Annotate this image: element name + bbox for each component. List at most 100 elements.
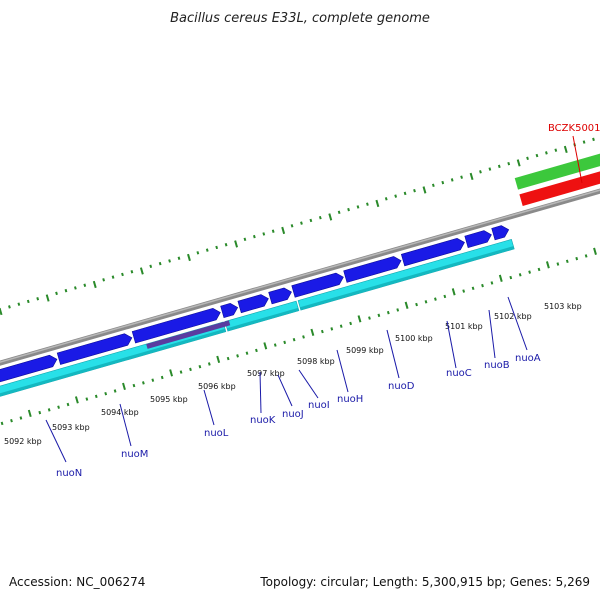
gene-label-nuoC[interactable]: nuoC — [446, 368, 472, 379]
major-tick — [139, 267, 144, 275]
minor-tick — [366, 202, 369, 206]
minor-tick — [151, 378, 155, 382]
minor-tick — [224, 243, 228, 247]
minor-tick — [592, 137, 595, 142]
gene-label-nuoH[interactable]: nuoH — [337, 394, 363, 405]
minor-tick — [66, 402, 70, 407]
major-tick — [187, 253, 191, 262]
minor-tick — [83, 283, 87, 287]
major-tick — [545, 261, 550, 269]
gene-label-nuoB[interactable]: nuoB — [484, 360, 510, 371]
minor-tick — [556, 262, 560, 266]
gene-label-nuoJ[interactable]: nuoJ — [282, 409, 304, 420]
major-tick — [328, 213, 333, 221]
minor-tick — [130, 270, 134, 274]
minor-tick — [271, 229, 275, 233]
red-feature — [519, 161, 600, 206]
major-tick — [310, 328, 315, 336]
gene-label-nuoI[interactable]: nuoI — [308, 400, 330, 411]
minor-tick — [149, 264, 153, 269]
scale-labels: 5092 kbp 5093 kbp 5094 kbp 5095 kbp 5096… — [4, 302, 582, 446]
minor-tick — [236, 354, 239, 358]
gene-arrow — [464, 230, 492, 249]
minor-tick — [121, 272, 124, 277]
major-tick — [45, 294, 50, 302]
minor-tick — [243, 237, 247, 242]
leader-BCZK5001 — [572, 135, 583, 184]
minor-tick — [19, 416, 23, 420]
gene-arrow — [220, 303, 239, 319]
gene-arrow — [56, 333, 133, 365]
minor-tick — [160, 375, 164, 380]
cds-band-shadow — [226, 307, 299, 332]
gene-label-nuoN[interactable]: nuoN — [56, 468, 82, 479]
minor-tick — [537, 267, 541, 272]
minor-tick — [36, 297, 40, 301]
leader-nuoC — [446, 320, 457, 369]
major-tick — [0, 307, 3, 316]
minor-tick — [85, 397, 89, 401]
gene-label-nuoD[interactable]: nuoD — [388, 381, 415, 392]
minor-tick — [111, 275, 115, 279]
minor-tick — [205, 248, 209, 252]
minor-tick — [55, 291, 58, 296]
major-tick — [357, 315, 362, 323]
minor-tick — [189, 367, 192, 372]
minor-tick — [179, 370, 183, 374]
major-tick — [516, 159, 521, 167]
genome-backbone — [0, 177, 600, 381]
minor-tick — [488, 167, 492, 171]
minor-tick — [337, 210, 341, 215]
gene-label-nuoL[interactable]: nuoL — [204, 428, 229, 439]
gene-label-nuoA[interactable]: nuoA — [515, 353, 541, 364]
minor-tick — [38, 410, 42, 415]
scale-label: 5101 kbp — [445, 322, 483, 331]
gene-label-BCZK5001[interactable]: BCZK5001 — [548, 123, 600, 134]
minor-tick — [431, 183, 435, 188]
minor-tick — [582, 140, 586, 144]
minor-tick — [507, 161, 511, 166]
minor-tick — [57, 405, 60, 409]
minor-tick — [490, 281, 494, 285]
gene-label-nuoM[interactable]: nuoM — [121, 449, 148, 460]
minor-tick — [226, 356, 230, 361]
minor-tick — [177, 256, 181, 260]
scale-label: 5100 kbp — [395, 334, 433, 343]
cds-band-shadow — [0, 328, 226, 404]
minor-tick — [262, 232, 266, 236]
minor-tick — [526, 156, 529, 161]
minor-tick — [584, 254, 588, 258]
leader-nuoM — [119, 403, 132, 447]
minor-tick — [113, 389, 117, 393]
minor-tick — [26, 299, 30, 304]
scale-label: 5102 kbp — [494, 312, 532, 321]
major-tick — [263, 342, 268, 350]
minor-tick — [255, 348, 258, 353]
gene-arrow — [343, 256, 402, 283]
leader-nuoN — [45, 419, 67, 463]
major-tick — [122, 382, 126, 391]
cds-highlight — [146, 320, 231, 349]
major-tick — [169, 369, 174, 377]
gene-arrow — [237, 294, 269, 314]
genome-band — [0, 137, 600, 426]
scale-label: 5095 kbp — [150, 395, 188, 404]
gene-arrow — [291, 272, 344, 298]
gene-arrow — [131, 308, 221, 344]
major-tick — [281, 226, 286, 235]
minor-tick — [318, 215, 322, 220]
minor-tick — [292, 337, 296, 342]
leader-nuoL — [203, 389, 215, 426]
gene-leader-lines — [45, 135, 583, 463]
minor-tick — [565, 259, 569, 264]
minor-tick — [424, 300, 428, 304]
minor-tick — [575, 256, 579, 261]
minor-tick — [460, 175, 463, 179]
gene-label-nuoK[interactable]: nuoK — [250, 415, 276, 426]
major-tick — [404, 301, 409, 309]
green-feature — [514, 145, 600, 190]
minor-tick — [94, 394, 98, 399]
minor-tick — [102, 278, 106, 282]
minor-tick — [535, 153, 539, 158]
accession-text: Accession: NC_006274 — [9, 575, 145, 589]
